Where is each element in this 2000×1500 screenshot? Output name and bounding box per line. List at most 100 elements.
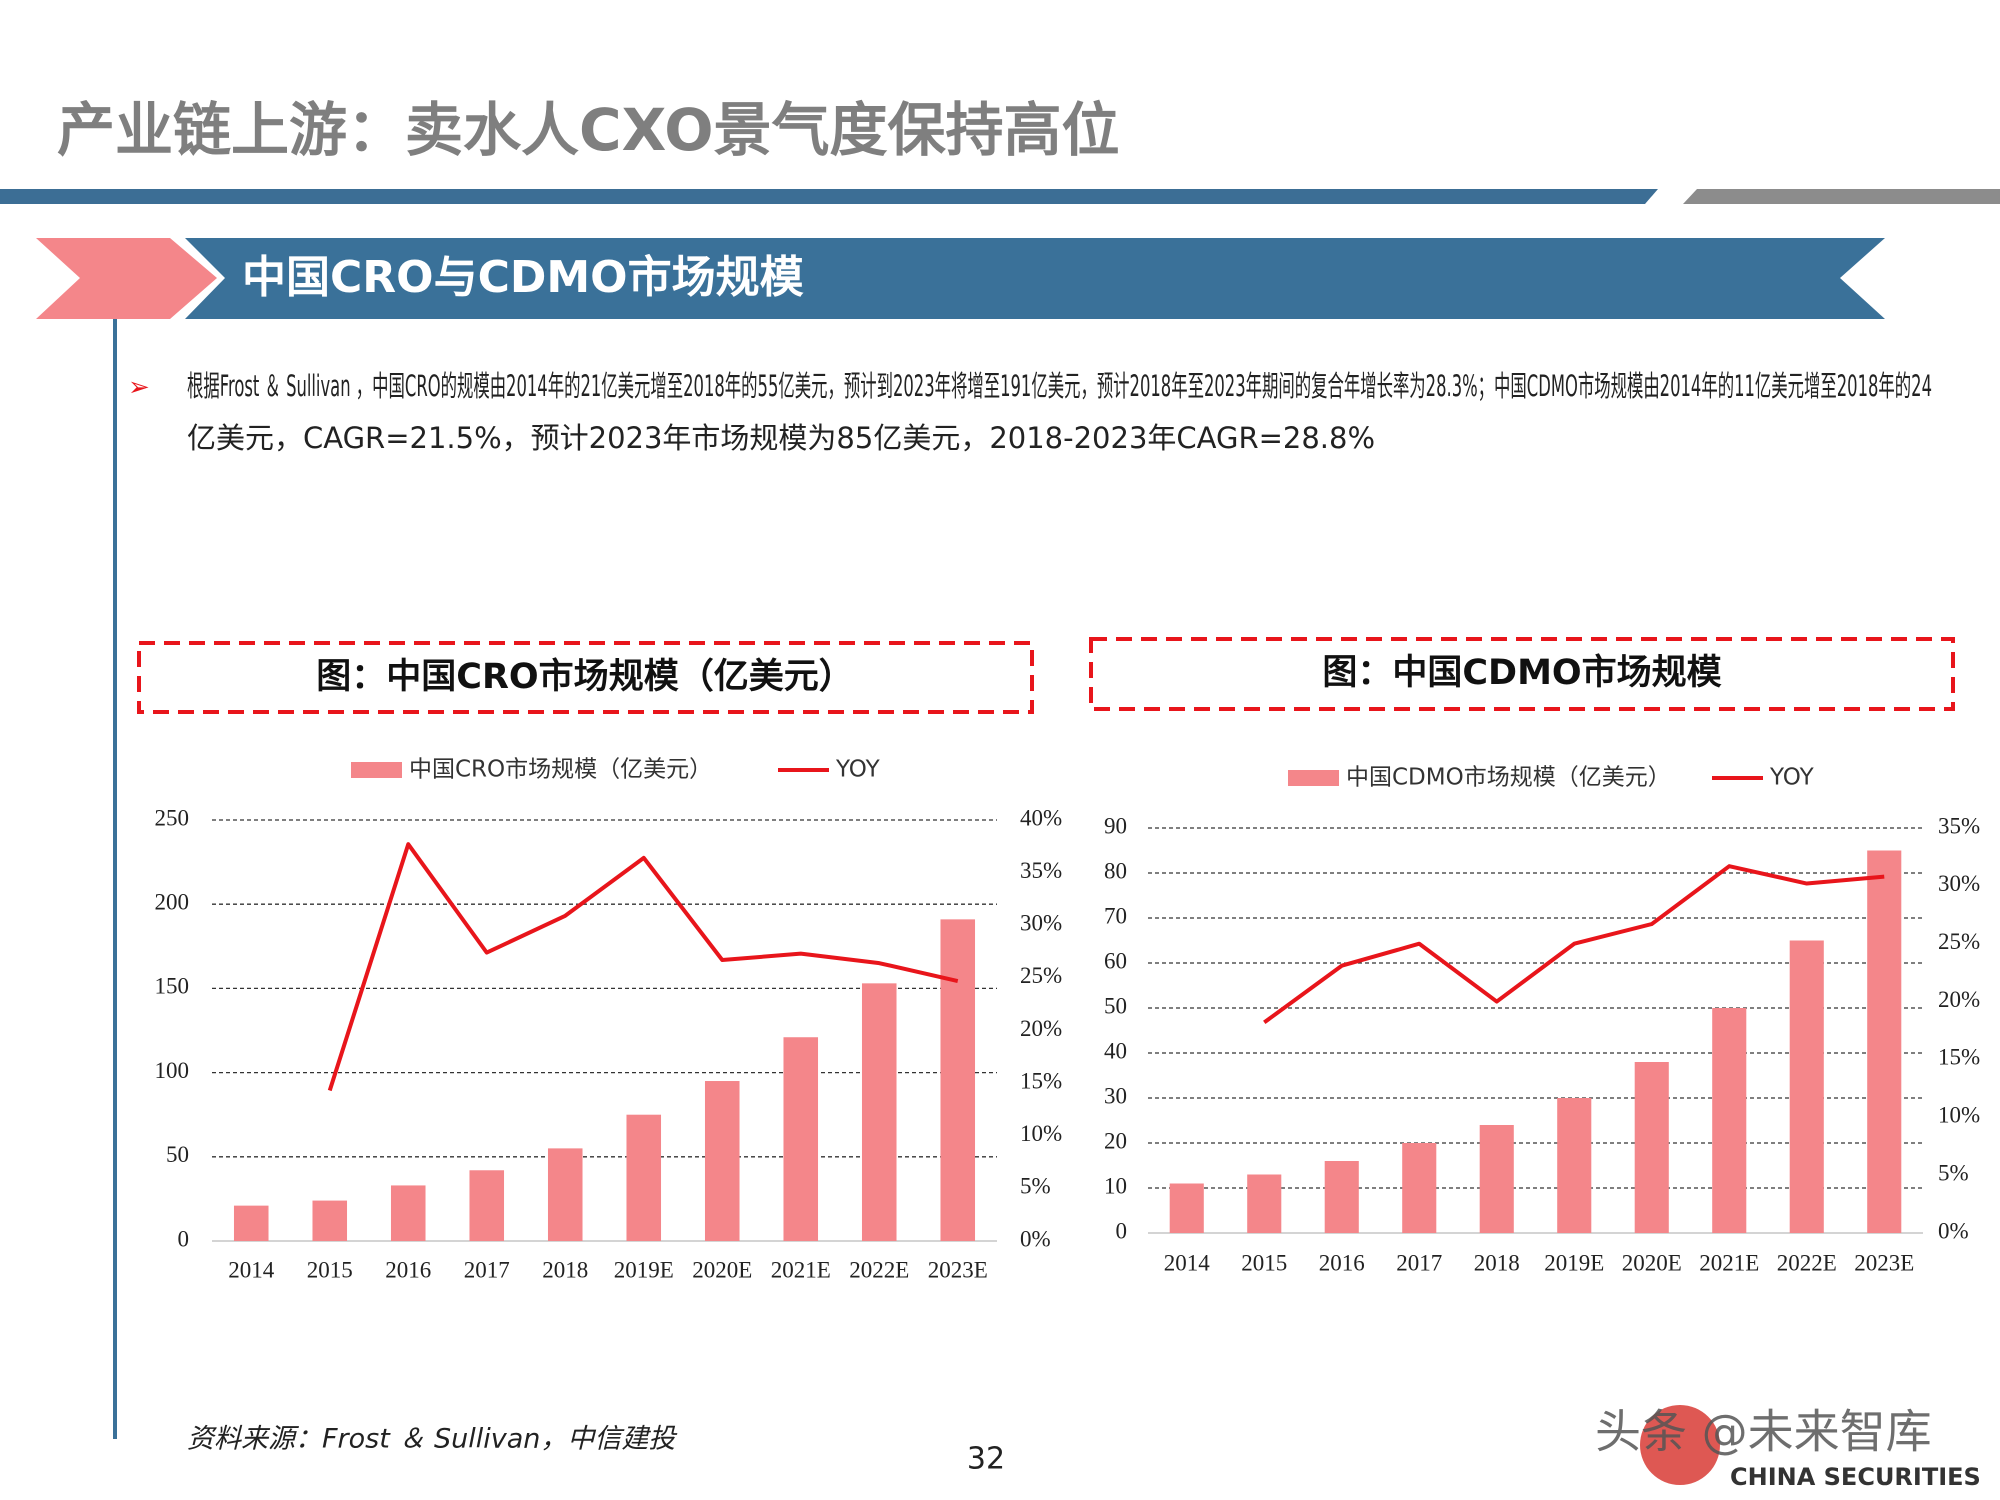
section-title: 中国CRO与CDMO市场规模 [242,252,804,303]
banner-arrow [36,238,217,319]
yoy-line [327,842,959,1092]
logo-text: CHINA SECURITIES [1730,1463,1981,1491]
bar [704,1081,740,1241]
bullet-line: 亿美元，CAGR=21.5%，预计2023年市场规模为85亿美元，2018-20… [187,421,1375,455]
y-tick-label: 0 [178,1226,190,1251]
x-tick-label: 2015 [1241,1250,1287,1275]
y-tick-label: 20 [1104,1128,1127,1153]
x-tick-label: 2021E [1699,1250,1759,1275]
x-tick-label: 2016 [385,1257,431,1282]
yoy-line [1263,864,1885,1025]
x-tick-label: 2023E [1854,1250,1914,1275]
x-tick-label: 2014 [228,1257,275,1282]
x-tick-label: 2022E [1777,1250,1837,1275]
bar [940,919,976,1241]
y2-tick-label: 35% [1020,858,1062,883]
bar [861,983,897,1241]
legend-swatch [1288,770,1339,786]
y2-tick-label: 0% [1938,1218,1969,1243]
y2-tick-label: 30% [1020,911,1062,936]
bar [469,1170,505,1241]
y-tick-label: 100 [155,1058,190,1083]
x-tick-label: 2017 [1396,1250,1442,1275]
bar [1634,1062,1669,1233]
x-tick-label: 2023E [928,1257,988,1282]
bar [1324,1161,1359,1233]
bar [1479,1125,1514,1233]
y-tick-label: 30 [1104,1083,1127,1108]
y-tick-label: 150 [155,974,190,999]
page-number: 32 [967,1442,1005,1477]
bullet-line: 根据Frost ＆ Sullivan ，中国CRO的规模由2014年的21亿美元… [187,369,1932,403]
bar [390,1185,426,1241]
bullet-marker: ➢ [128,373,150,403]
bar [626,1114,662,1241]
slide-title: 产业链上游：卖水人CXO景气度保持高位 [57,96,1120,164]
y2-tick-label: 0% [1020,1226,1051,1251]
y-tick-label: 60 [1104,948,1127,973]
x-tick-label: 2014 [1164,1250,1211,1275]
bar [1712,1008,1747,1233]
y-tick-label: 80 [1104,858,1127,883]
bar [312,1200,348,1241]
bar [783,1037,819,1241]
bar [547,1148,583,1241]
y2-tick-label: 25% [1020,963,1062,988]
y-tick-label: 50 [1104,993,1127,1018]
y2-tick-label: 20% [1938,987,1980,1012]
y-tick-label: 200 [155,889,190,914]
chart-title: 图：中国CDMO市场规模 [1322,653,1721,693]
caption-box [137,641,1034,714]
legend-label: YOY [1769,765,1815,791]
y2-tick-label: 30% [1938,871,1980,896]
y2-tick-label: 35% [1938,813,1980,838]
y2-tick-label: 20% [1020,1016,1062,1041]
y2-tick-label: 15% [1020,1068,1062,1093]
y2-tick-label: 40% [1020,805,1062,830]
y-tick-label: 90 [1104,813,1127,838]
x-tick-label: 2015 [307,1257,353,1282]
bar [1557,1098,1592,1233]
banner [185,238,1885,319]
bar [1867,850,1902,1233]
watermark: 头条 @未来智库 [1595,1405,1932,1459]
x-tick-label: 2022E [849,1257,909,1282]
x-tick-label: 2021E [771,1257,831,1282]
caption-box [1089,637,1955,711]
x-tick-label: 2019E [1544,1250,1604,1275]
y-tick-label: 70 [1104,903,1127,928]
legend-swatch [351,762,402,778]
x-tick-label: 2020E [1622,1250,1682,1275]
y2-tick-label: 25% [1938,929,1980,954]
y2-tick-label: 10% [1938,1103,1980,1128]
y2-tick-label: 15% [1938,1045,1980,1070]
legend-label: 中国CDMO市场规模（亿美元） [1346,765,1671,791]
legend-label: 中国CRO市场规模（亿美元） [409,757,712,783]
bar [233,1205,269,1241]
y-tick-label: 0 [1116,1218,1128,1243]
x-tick-label: 2019E [614,1257,674,1282]
x-tick-label: 2020E [692,1257,752,1282]
title-rule [0,189,1658,204]
chart-title: 图：中国CRO市场规模（亿美元） [316,657,853,697]
bar [1169,1183,1204,1233]
title-rule-gray [1683,189,2000,204]
x-tick-label: 2016 [1319,1250,1365,1275]
y-tick-label: 50 [166,1142,189,1167]
source: 资料来源：Frost ＆ Sullivan，中信建投 [187,1424,677,1455]
bar [1247,1174,1282,1233]
logo-mark [1640,1405,1720,1485]
bar [1789,940,1824,1233]
y-tick-label: 40 [1104,1038,1127,1063]
legend-label: YOY [835,757,881,783]
y2-tick-label: 5% [1938,1160,1969,1185]
x-tick-label: 2017 [464,1257,510,1282]
x-tick-label: 2018 [542,1257,588,1282]
side-rule [113,319,117,1439]
bar [1402,1143,1437,1233]
x-tick-label: 2018 [1474,1250,1520,1275]
y-tick-label: 10 [1104,1173,1127,1198]
y-tick-label: 250 [155,805,190,830]
y2-tick-label: 10% [1020,1121,1062,1146]
